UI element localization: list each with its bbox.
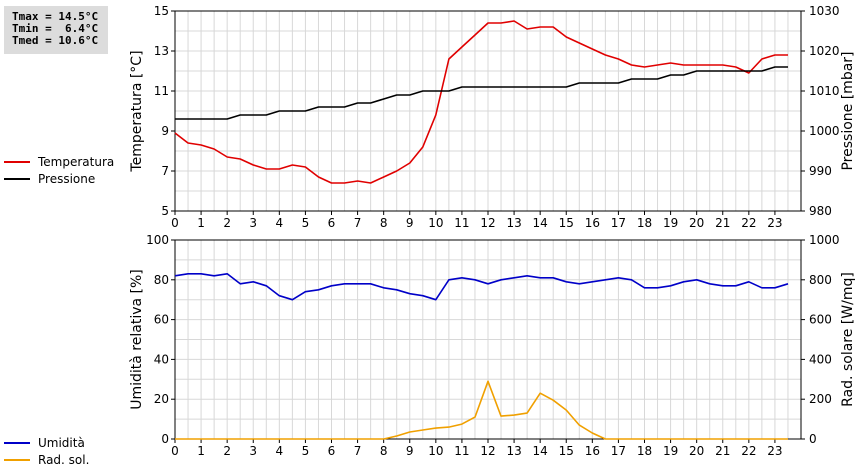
legend-label-pressure: Pressione: [38, 171, 96, 186]
x-tick-label: 13: [506, 216, 521, 230]
y-axis-title-right: Rad. solare [W/mq]: [840, 272, 856, 407]
x-tick-label: 14: [533, 216, 548, 230]
tmax-text: Tmax = 14.5°C: [12, 10, 99, 23]
y-tick-label-right: 980: [809, 204, 832, 218]
y-tick-label-left: 80: [154, 273, 169, 287]
legend-swatch-temperature: [4, 160, 30, 163]
tmin-text: Tmin = 6.4°C: [12, 22, 99, 35]
x-tick-label: 14: [533, 444, 548, 458]
x-tick-label: 13: [506, 444, 521, 458]
x-tick-label: 5: [302, 216, 310, 230]
y-axis-title-left: Temperatura [°C]: [129, 50, 145, 172]
x-tick-label: 20: [689, 216, 704, 230]
x-tick-label: 10: [428, 444, 443, 458]
y-tick-label-left: 0: [161, 432, 169, 446]
x-tick-label: 15: [559, 216, 574, 230]
y-tick-label-right: 200: [809, 392, 832, 406]
series-line-pressione: [175, 66, 788, 120]
y-tick-label-right: 1000: [809, 124, 840, 138]
x-tick-label: 2: [223, 444, 231, 458]
x-tick-label: 12: [480, 216, 495, 230]
y-tick-label-left: 20: [154, 392, 169, 406]
x-tick-label: 2: [223, 216, 231, 230]
x-tick-label: 1: [197, 444, 205, 458]
x-tick-label: 8: [380, 216, 388, 230]
x-tick-label: 16: [585, 444, 600, 458]
x-tick-label: 0: [171, 216, 179, 230]
y-tick-label-left: 5: [161, 204, 169, 218]
x-tick-label: 22: [741, 216, 756, 230]
legend-item-humidity: Umidità: [4, 434, 89, 451]
x-tick-label: 11: [454, 216, 469, 230]
y-tick-label-left: 7: [161, 164, 169, 178]
x-tick-label: 16: [585, 216, 600, 230]
x-tick-label: 5: [302, 444, 310, 458]
x-tick-label: 1: [197, 216, 205, 230]
x-tick-label: 4: [276, 444, 284, 458]
legend-label-temperature: Temperatura: [38, 154, 115, 169]
y-axis-title-right: Pressione [mbar]: [840, 51, 856, 170]
x-tick-label: 19: [663, 216, 678, 230]
x-tick-label: 3: [249, 444, 257, 458]
x-tick-label: 3: [249, 216, 257, 230]
x-tick-label: 15: [559, 444, 574, 458]
legend-swatch-humidity: [4, 441, 30, 444]
y-tick-label-right: 600: [809, 313, 832, 327]
y-tick-label-right: 990: [809, 164, 832, 178]
series-line-rad-sol: [175, 380, 788, 440]
x-tick-label: 21: [715, 216, 730, 230]
y-tick-label-left: 40: [154, 352, 169, 366]
x-tick-label: 17: [611, 216, 626, 230]
x-tick-label: 19: [663, 444, 678, 458]
y-tick-label-right: 800: [809, 273, 832, 287]
x-tick-label: 10: [428, 216, 443, 230]
x-tick-label: 11: [454, 444, 469, 458]
x-tick-label: 6: [328, 444, 336, 458]
x-tick-label: 23: [767, 216, 782, 230]
stats-box: Tmax = 14.5°C Tmin = 6.4°C Tmed = 10.6°C: [4, 6, 108, 54]
x-tick-label: 6: [328, 216, 336, 230]
x-tick-label: 7: [354, 216, 362, 230]
y-axis-title-left: Umidità relativa [%]: [129, 269, 145, 410]
legend-item-pressure: Pressione: [4, 170, 114, 187]
y-tick-label-left: 60: [154, 313, 169, 327]
y-tick-label-right: 1020: [809, 44, 840, 58]
x-tick-label: 17: [611, 444, 626, 458]
y-tick-label-right: 400: [809, 352, 832, 366]
x-tick-label: 21: [715, 444, 730, 458]
legend-label-humidity: Umidità: [38, 435, 85, 450]
x-tick-label: 22: [741, 444, 756, 458]
x-tick-label: 4: [276, 216, 284, 230]
x-tick-label: 20: [689, 444, 704, 458]
series-line-temperatura: [174, 20, 788, 184]
tmed-text: Tmed = 10.6°C: [12, 34, 99, 47]
y-tick-label-left: 15: [154, 4, 169, 18]
x-tick-label: 18: [637, 444, 652, 458]
x-tick-label: 9: [406, 216, 414, 230]
x-tick-label: 12: [480, 444, 495, 458]
legend-item-temperature: Temperatura: [4, 153, 114, 170]
y-tick-label-left: 100: [146, 233, 169, 247]
y-tick-label-right: 1000: [809, 233, 840, 247]
panel-temp-pressure: 0 1 2 3 4 5 6 7 8 9 10 11 12 13 14 15 16 17 18 19 20 21 22 2357…: [129, 4, 856, 230]
y-tick-label-left: 11: [154, 84, 169, 98]
x-tick-label: 0: [171, 444, 179, 458]
legend-top: Temperatura Pressione: [4, 153, 114, 187]
x-tick-label: 18: [637, 216, 652, 230]
x-tick-label: 8: [380, 444, 388, 458]
y-tick-label-right: 1010: [809, 84, 840, 98]
x-tick-label: 23: [767, 444, 782, 458]
panel-humidity-radiation: 0 1 2 3 4 5 6 7 8 9 10 11 12 13 14 15 16 17 18 19 20 21 22 2302…: [129, 233, 856, 458]
y-tick-label-right: 0: [809, 432, 817, 446]
x-tick-label: 9: [406, 444, 414, 458]
legend-swatch-pressure: [4, 177, 30, 180]
x-tick-label: 7: [354, 444, 362, 458]
series-line-umidit: [174, 272, 789, 301]
y-tick-label-right: 1030: [809, 4, 840, 18]
y-tick-label-left: 9: [161, 124, 169, 138]
y-tick-label-left: 13: [154, 44, 169, 58]
